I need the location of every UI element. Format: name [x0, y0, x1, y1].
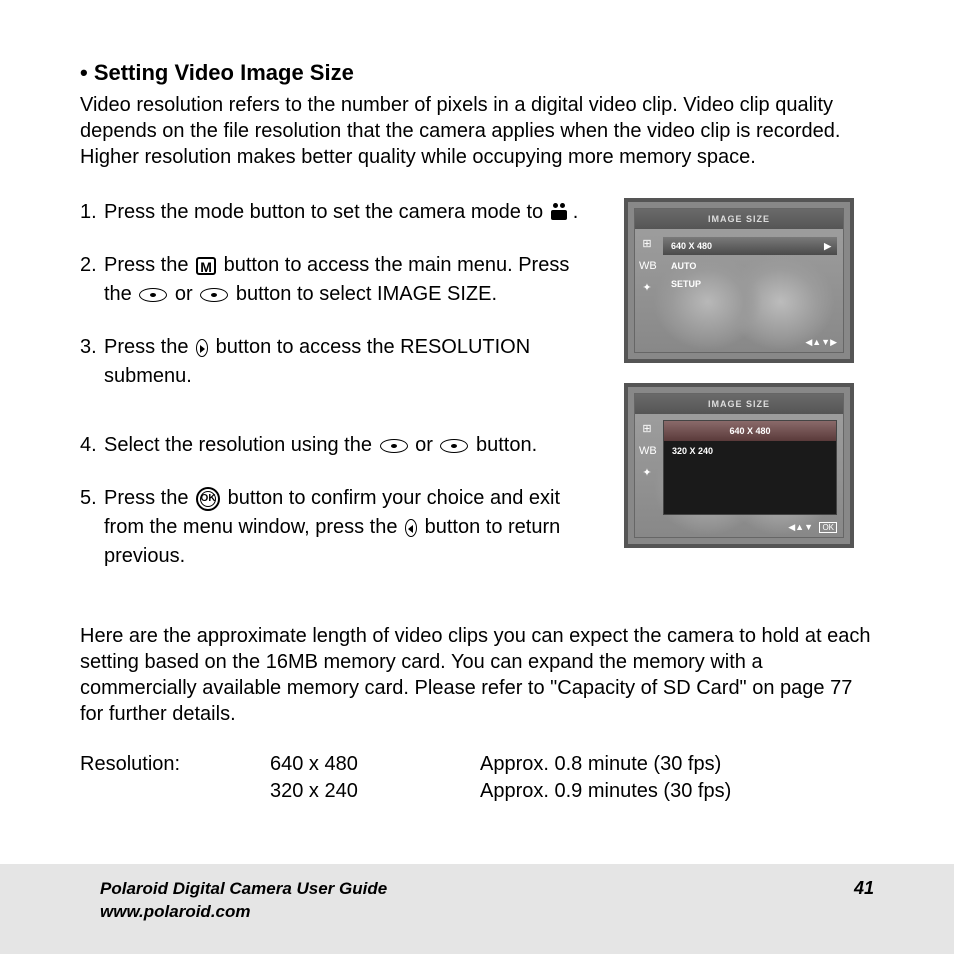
wb-icon: WB: [639, 444, 655, 458]
up-button-icon: [139, 288, 167, 302]
step-number: 1.: [80, 198, 104, 227]
step-5: 5. Press the OK button to confirm your c…: [80, 484, 594, 571]
nav-arrows: ◀▲▼▶: [805, 337, 837, 348]
menu-row: SETUP: [663, 275, 701, 293]
step-text: .: [573, 201, 579, 223]
side-icons: ⊞ WB ✦: [639, 237, 659, 295]
side-icons: ⊞ WB ✦: [639, 422, 659, 480]
step-text: Press the: [104, 254, 194, 276]
step-number: 3.: [80, 333, 104, 391]
section-heading: • Setting Video Image Size: [80, 60, 874, 86]
submenu-row: 320 X 240: [664, 441, 836, 461]
table-cell: 640 x 480: [270, 751, 480, 778]
image-size-icon: ⊞: [639, 237, 655, 251]
footer-left: Polaroid Digital Camera User Guide www.p…: [100, 878, 387, 924]
table-cell: Approx. 0.9 minutes (30 fps): [480, 778, 874, 805]
down-button-icon: [200, 288, 228, 302]
menu-row-selected: 640 X 480 ▶: [663, 237, 837, 255]
closing-paragraph: Here are the approximate length of video…: [80, 623, 874, 727]
step-3: 3. Press the button to access the RESOLU…: [80, 333, 594, 391]
table-resolutions: 640 x 480 320 x 240: [270, 751, 480, 805]
screenshots-column: IMAGE SIZE ⊞ WB ✦ 640 X 480 ▶ AUTO SETUP…: [624, 198, 874, 595]
ok-button-icon: OK: [196, 487, 220, 511]
menu-row: AUTO: [663, 257, 696, 275]
menu-title: IMAGE SIZE: [635, 209, 843, 229]
down-button-icon: [440, 439, 468, 453]
step-1: 1. Press the mode button to set the came…: [80, 198, 594, 227]
page: • Setting Video Image Size Video resolut…: [0, 0, 954, 954]
content-row: 1. Press the mode button to set the came…: [80, 198, 874, 595]
nav-arrows: ◀▲▼: [788, 522, 813, 533]
table-cell: Approx. 0.8 minute (30 fps): [480, 751, 874, 778]
resolution-table: Resolution: 640 x 480 320 x 240 Approx. …: [80, 751, 874, 805]
intro-paragraph: Video resolution refers to the number of…: [80, 92, 874, 170]
submenu-row-selected: 640 X 480: [664, 421, 836, 441]
step-text: or: [169, 283, 198, 305]
steps-column: 1. Press the mode button to set the came…: [80, 198, 594, 595]
submenu-box: 640 X 480 320 X 240: [663, 420, 837, 515]
step-4: 4. Select the resolution using the or bu…: [80, 431, 594, 460]
footer-title: Polaroid Digital Camera User Guide: [100, 878, 387, 901]
step-text: Press the mode button to set the camera …: [104, 201, 549, 223]
step-text: Press the: [104, 487, 194, 509]
page-number: 41: [854, 878, 874, 899]
image-size-icon: ⊞: [639, 422, 655, 436]
step-number: 5.: [80, 484, 104, 571]
step-number: 2.: [80, 251, 104, 309]
submenu-arrow-icon: ▶: [824, 241, 831, 252]
step-text: Select the resolution using the: [104, 434, 378, 456]
step-2: 2. Press the M button to access the main…: [80, 251, 594, 309]
menu-button-icon: M: [196, 257, 216, 275]
camera-screen-1: IMAGE SIZE ⊞ WB ✦ 640 X 480 ▶ AUTO SETUP…: [624, 198, 854, 363]
setup-icon: ✦: [639, 466, 655, 480]
step-text: button.: [470, 434, 537, 456]
left-button-icon: [405, 519, 417, 537]
wb-icon: WB: [639, 259, 655, 273]
video-mode-icon: [551, 206, 571, 220]
setup-icon: ✦: [639, 281, 655, 295]
ok-badge: OK: [819, 522, 837, 533]
menu-title: IMAGE SIZE: [635, 394, 843, 414]
table-durations: Approx. 0.8 minute (30 fps) Approx. 0.9 …: [480, 751, 874, 805]
menu-row-label: 640 X 480: [671, 241, 712, 251]
footer-url: www.polaroid.com: [100, 901, 387, 924]
step-text: button to select IMAGE SIZE.: [230, 283, 497, 305]
step-text: Press the: [104, 336, 194, 358]
table-label: Resolution:: [80, 751, 270, 805]
up-button-icon: [380, 439, 408, 453]
table-cell: 320 x 240: [270, 778, 480, 805]
camera-screen-2: IMAGE SIZE ⊞ WB ✦ 640 X 480 320 X 240 ◀▲…: [624, 383, 854, 548]
right-button-icon: [196, 339, 208, 357]
page-footer: Polaroid Digital Camera User Guide www.p…: [0, 864, 954, 954]
step-number: 4.: [80, 431, 104, 460]
step-text: or: [410, 434, 439, 456]
